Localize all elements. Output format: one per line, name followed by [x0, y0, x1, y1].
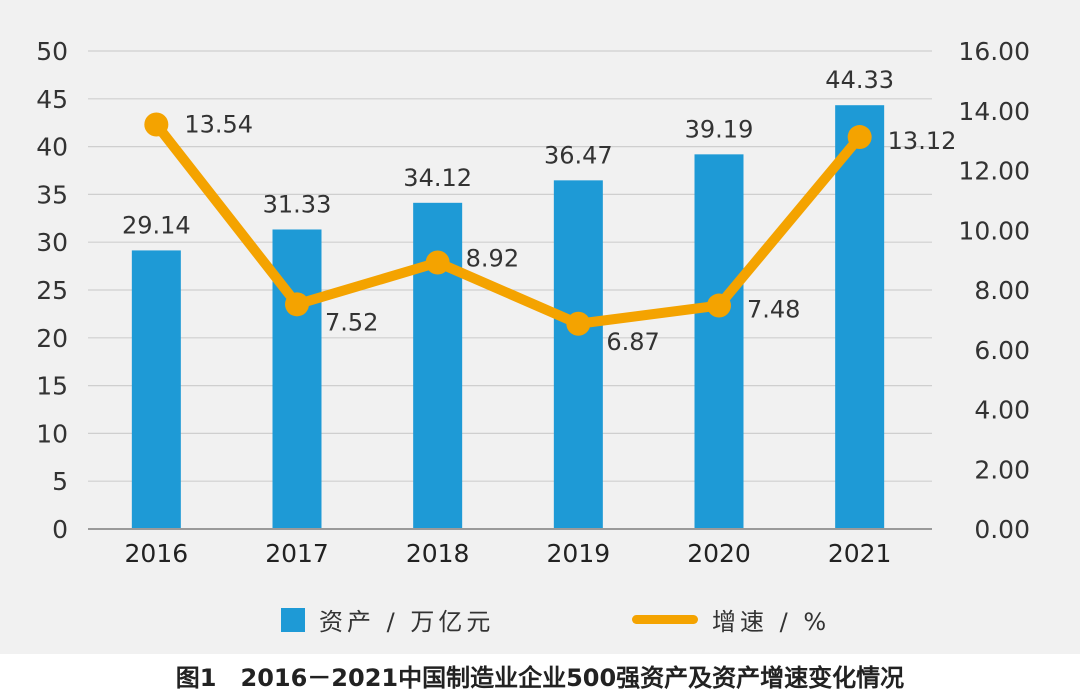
bar-value-label: 29.14 — [122, 211, 191, 239]
legend-item-growth: 增速 / % — [632, 602, 830, 637]
bar — [694, 154, 744, 529]
bar-data-labels: 29.14 31.33 34.12 36.47 39.19 44.33 — [122, 66, 894, 239]
growth-point — [144, 112, 169, 137]
right-tick-label: 10.00 — [958, 216, 1030, 245]
bar — [835, 105, 885, 529]
right-tick-label: 16.00 — [958, 37, 1030, 66]
left-tick-label: 5 — [52, 467, 68, 496]
right-tick-label: 14.00 — [958, 97, 1030, 126]
left-tick-label: 35 — [36, 180, 68, 209]
left-tick-label: 15 — [36, 372, 68, 401]
x-category-label: 2020 — [687, 539, 751, 568]
growth-point — [847, 125, 872, 150]
line-series — [144, 112, 872, 336]
growth-point — [285, 292, 309, 317]
line-value-label: 13.12 — [888, 127, 957, 155]
x-category-label: 2018 — [406, 539, 470, 568]
x-category-label: 2019 — [547, 539, 611, 568]
bar-value-label: 39.19 — [685, 115, 754, 143]
left-tick-label: 25 — [36, 276, 68, 305]
bar-series — [131, 105, 885, 529]
bar-value-label: 36.47 — [544, 141, 613, 169]
left-tick-label: 50 — [36, 37, 68, 66]
right-tick-label: 8.00 — [974, 276, 1030, 305]
bar-value-label: 34.12 — [403, 164, 472, 192]
bar-value-label: 44.33 — [825, 66, 894, 94]
figure-caption: 图1 2016－2021中国制造业企业500强资产及资产增速变化情况 — [175, 663, 905, 692]
left-axis-ticks: 0 5 10 15 20 25 30 35 40 45 50 — [36, 37, 68, 544]
bar — [553, 180, 603, 529]
gridlines — [88, 50, 932, 482]
right-tick-label: 6.00 — [974, 336, 1030, 365]
left-tick-label: 30 — [36, 228, 68, 257]
left-tick-label: 40 — [36, 133, 68, 162]
right-tick-label: 0.00 — [974, 515, 1030, 544]
growth-line — [151, 119, 865, 329]
x-category-label: 2017 — [265, 539, 329, 568]
legend-item-assets: 资产 / 万亿元 — [281, 602, 494, 637]
x-category-label: 2021 — [828, 539, 892, 568]
line-value-label: 6.87 — [606, 328, 659, 356]
legend-swatch-line — [632, 615, 698, 624]
bar — [131, 250, 181, 529]
bar-value-label: 31.33 — [263, 190, 332, 218]
right-tick-label: 12.00 — [958, 157, 1030, 186]
left-tick-label: 45 — [36, 85, 68, 114]
legend-label-assets: 资产 / 万亿元 — [319, 608, 495, 636]
legend-label-growth: 增速 / % — [712, 608, 831, 636]
line-value-label: 8.92 — [466, 245, 519, 273]
left-tick-label: 10 — [36, 419, 68, 448]
growth-point — [707, 293, 731, 318]
line-data-labels: 13.54 7.52 8.92 6.87 7.48 13.12 — [184, 110, 956, 355]
line-value-label: 7.48 — [747, 296, 800, 324]
legend-swatch-bar — [281, 607, 305, 632]
left-tick-label: 20 — [36, 324, 68, 353]
line-value-label: 13.54 — [184, 110, 253, 138]
left-tick-label: 0 — [52, 515, 68, 544]
growth-point — [566, 311, 591, 336]
right-tick-label: 2.00 — [974, 455, 1030, 484]
right-axis-ticks: 0.00 2.00 4.00 6.00 8.00 10.00 12.00 14.00 16.00 — [958, 37, 1030, 544]
x-axis-categories: 2016 2017 2018 2019 2020 2021 — [125, 539, 892, 568]
line-value-label: 7.52 — [325, 308, 378, 336]
growth-point — [425, 250, 450, 275]
x-category-label: 2016 — [125, 539, 189, 568]
right-tick-label: 4.00 — [974, 396, 1030, 425]
chart-svg: 0 5 10 15 20 25 30 35 40 45 50 0.00 2.00 4.00 6.00 8.0… — [36, 37, 1030, 568]
